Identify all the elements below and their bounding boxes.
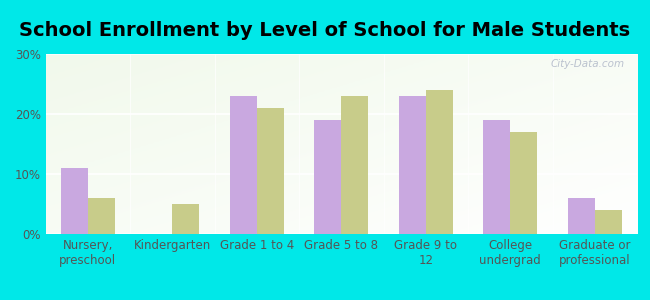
Bar	[567, 198, 595, 234]
Bar	[172, 204, 200, 234]
Bar	[595, 210, 622, 234]
Text: School Enrollment by Level of School for Male Students: School Enrollment by Level of School for…	[20, 21, 630, 40]
Bar	[229, 96, 257, 234]
Bar	[88, 198, 115, 234]
Bar	[341, 96, 369, 234]
Bar	[257, 108, 284, 234]
Text: City-Data.com: City-Data.com	[551, 59, 625, 69]
Bar	[426, 90, 453, 234]
Bar	[60, 168, 88, 234]
Bar	[398, 96, 426, 234]
Bar	[483, 120, 510, 234]
Bar	[510, 132, 538, 234]
Bar	[314, 120, 341, 234]
